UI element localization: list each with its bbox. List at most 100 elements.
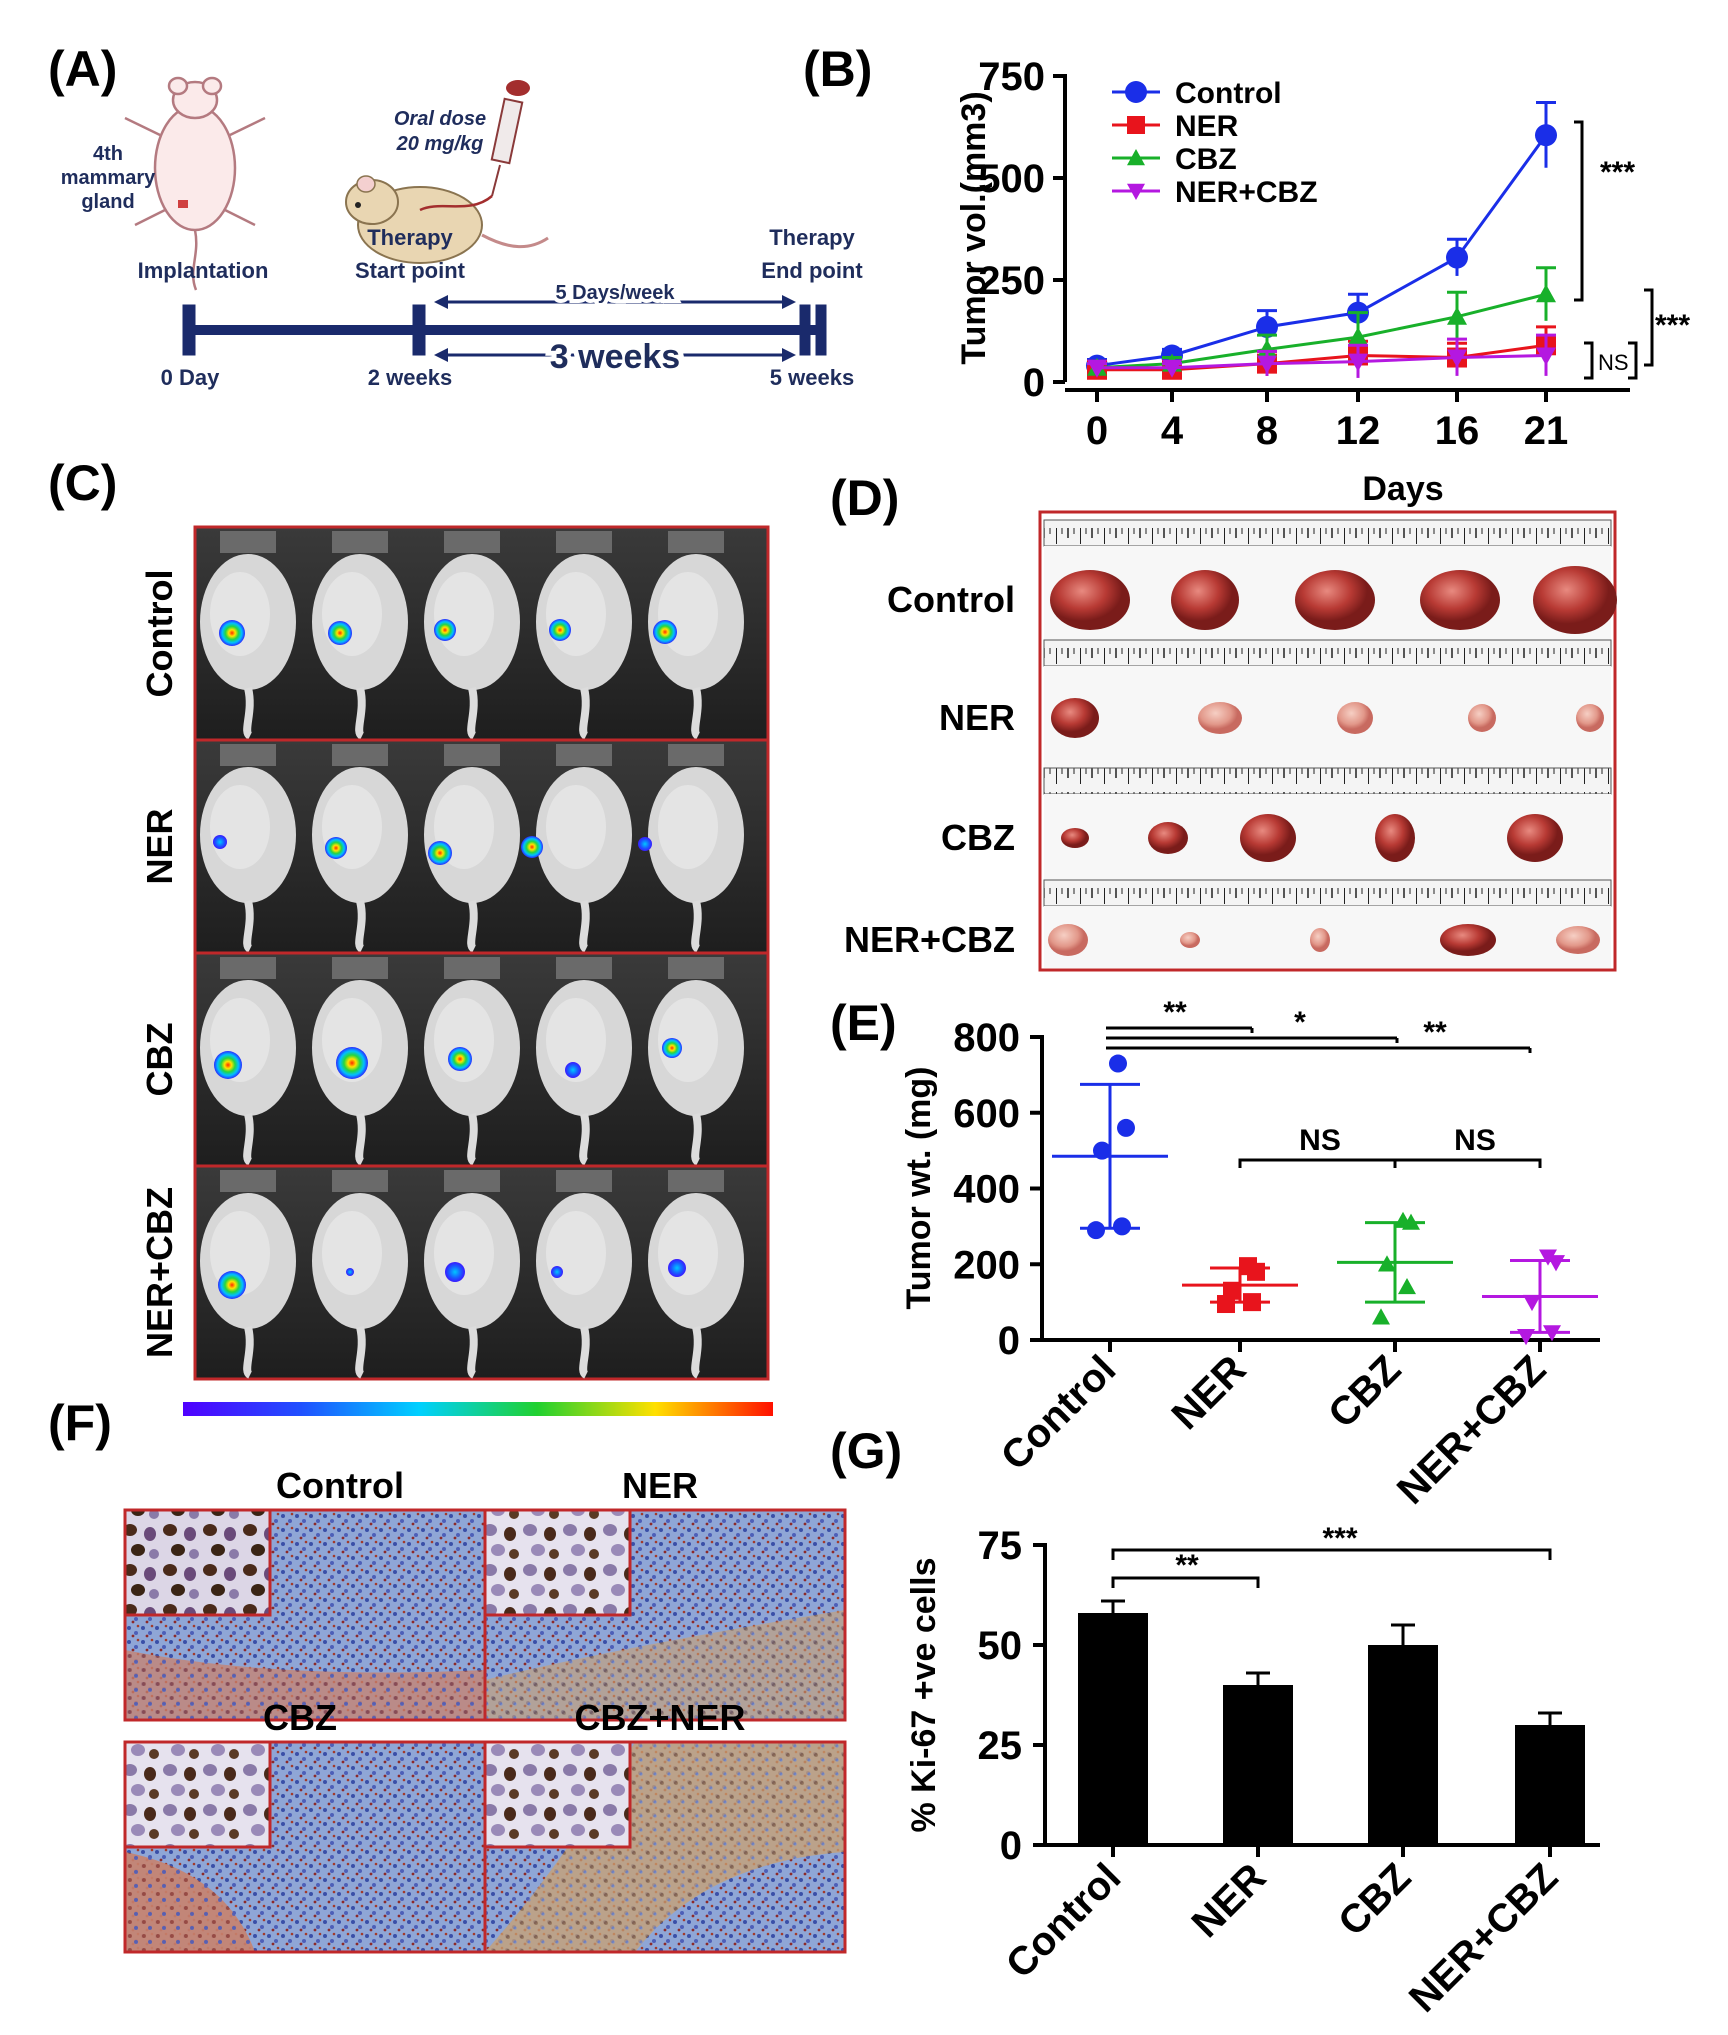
c-luminescence-spot [445, 1262, 465, 1282]
panel-label-d: (D) [830, 470, 899, 526]
panel-g-ki67-bar-chart: 0 25 50 75 % Ki-67 +ve cells Control NER CBZNER… [905, 1522, 1600, 2021]
d-tumor-specimen [1556, 926, 1600, 954]
b-series-control [1086, 101, 1557, 377]
e-ns-bracket [1393, 1158, 1542, 1168]
mouse-icon [200, 744, 296, 953]
b-sig-bracket-control [1574, 120, 1584, 302]
f-magnified-inset [123, 1508, 272, 1617]
g-bar [1078, 1613, 1148, 1845]
week-two-label: 2 weeks [368, 365, 452, 390]
e-ytick-label: 600 [953, 1092, 1020, 1136]
d-tumor-specimen [1171, 570, 1239, 630]
b-series-ner [1087, 325, 1556, 380]
c-group-label: CBZ [139, 1023, 180, 1097]
b-sig-label: *** [1600, 156, 1635, 189]
duration-label: 3 weeks [550, 338, 680, 376]
e-sig-label: ** [1423, 1016, 1447, 1049]
b-sig-label: *** [1655, 309, 1690, 342]
c-luminescence-spot [325, 837, 347, 859]
g-xtick-label: NER+CBZ [1401, 1855, 1566, 2020]
b-data-point [1536, 347, 1556, 366]
panel-b-tumor-volume-chart: 0 250 500 750 0 4 8 12 16 21 Days Tumor vol.(mm3) Co… [955, 55, 1690, 508]
e-sig-label: * [1294, 1006, 1306, 1039]
mouse-icon [536, 957, 632, 1166]
d-tumor-specimen [1198, 702, 1242, 734]
g-bar [1515, 1725, 1585, 1845]
d-tumor-specimen [1180, 932, 1200, 948]
e-ytick-label: 0 [998, 1319, 1020, 1363]
d-tumor-specimen [1051, 698, 1099, 738]
b-data-point [1446, 246, 1468, 269]
b-ytick-label: 0 [1023, 361, 1045, 405]
mouse-icon [536, 531, 632, 740]
b-data-point [1257, 355, 1277, 374]
b-data-point [1535, 124, 1557, 147]
c-luminescence-spot [428, 841, 452, 865]
c-luminescence-spot [213, 835, 227, 849]
b-legend-label: Control [1175, 77, 1282, 110]
f-magnified-inset [483, 1740, 632, 1849]
d-tumor-specimen [1576, 704, 1604, 732]
e-data-point [1547, 1255, 1565, 1272]
g-ytick-label: 50 [978, 1624, 1023, 1668]
e-data-point [1113, 1217, 1131, 1236]
e-group-cbz: CBZ [1320, 1211, 1453, 1437]
g-yaxis-title: % Ki-67 +ve cells [905, 1557, 943, 1832]
b-data-point [1162, 359, 1182, 378]
therapy-start-label-2: Start point [355, 258, 466, 283]
c-image-row-cbz [193, 951, 770, 1168]
b-legend-label: NER [1175, 110, 1239, 143]
g-xtick-label: Control [998, 1855, 1130, 1987]
e-data-point [1117, 1118, 1135, 1137]
b-series-ner-cbz [1087, 333, 1556, 378]
d-tumor-specimen [1420, 570, 1500, 630]
d-tumor-row-cbz [1043, 767, 1612, 880]
e-data-point [1402, 1213, 1420, 1230]
c-luminescence-spot [565, 1062, 581, 1078]
c-luminescence-spot [218, 1271, 246, 1299]
b-data-point [1348, 353, 1368, 372]
dose-amount-label: 20 mg/kg [396, 133, 484, 155]
b-legend-marker [1127, 183, 1145, 200]
d-tumor-specimen [1061, 828, 1089, 848]
d-tumor-specimen [1295, 570, 1375, 630]
c-luminescence-spot [521, 836, 543, 858]
mouse-icon [312, 531, 408, 740]
panel-label-b: (B) [803, 41, 872, 97]
b-xtick-label: 4 [1161, 409, 1184, 453]
d-tumor-specimen [1468, 704, 1496, 732]
c-image-row-control [193, 525, 770, 742]
g-bar [1223, 1685, 1293, 1845]
d-tumor-specimen [1240, 814, 1296, 862]
d-group-label: Control [887, 579, 1015, 620]
f-magnified-inset [123, 1740, 272, 1849]
ruler [1043, 879, 1612, 907]
b-legend-marker [1125, 81, 1147, 103]
d-tumor-specimen [1337, 702, 1373, 734]
c-luminescence-spot [448, 1047, 472, 1071]
panel-e-tumor-weight-chart: 0 200 400 600 800 Tumor wt. (mg) Control NER CBZ… [900, 996, 1600, 1513]
mouse-icon [638, 744, 744, 953]
mammary-gland-label: 4th mammary gland [61, 143, 156, 213]
f-image-frame [483, 1508, 847, 1722]
ruler [1043, 639, 1612, 667]
mouse-icon [648, 1170, 744, 1379]
e-xtick-label: NER+CBZ [1389, 1347, 1554, 1512]
d-tumor-row-control [1043, 519, 1617, 640]
c-luminescence-spot [336, 1047, 368, 1079]
b-xtick-label: 8 [1256, 409, 1278, 453]
e-ytick-label: 800 [953, 1016, 1020, 1060]
therapy-timeline [182, 295, 827, 362]
f-image-frame [483, 1740, 847, 1954]
panel-label-c: (C) [48, 455, 117, 511]
mouse-icon [312, 744, 408, 953]
e-data-point [1523, 1294, 1541, 1312]
d-tumor-specimen [1148, 822, 1188, 854]
b-sig-bracket-cbz [1644, 288, 1654, 367]
b-legend-marker [1127, 116, 1145, 134]
e-group-ner: NER [1164, 1257, 1298, 1438]
e-sig-label: ** [1163, 996, 1187, 1029]
f-magnified-inset [483, 1508, 632, 1617]
week-five-label: 5 weeks [770, 365, 854, 390]
mouse-icon [200, 957, 296, 1166]
